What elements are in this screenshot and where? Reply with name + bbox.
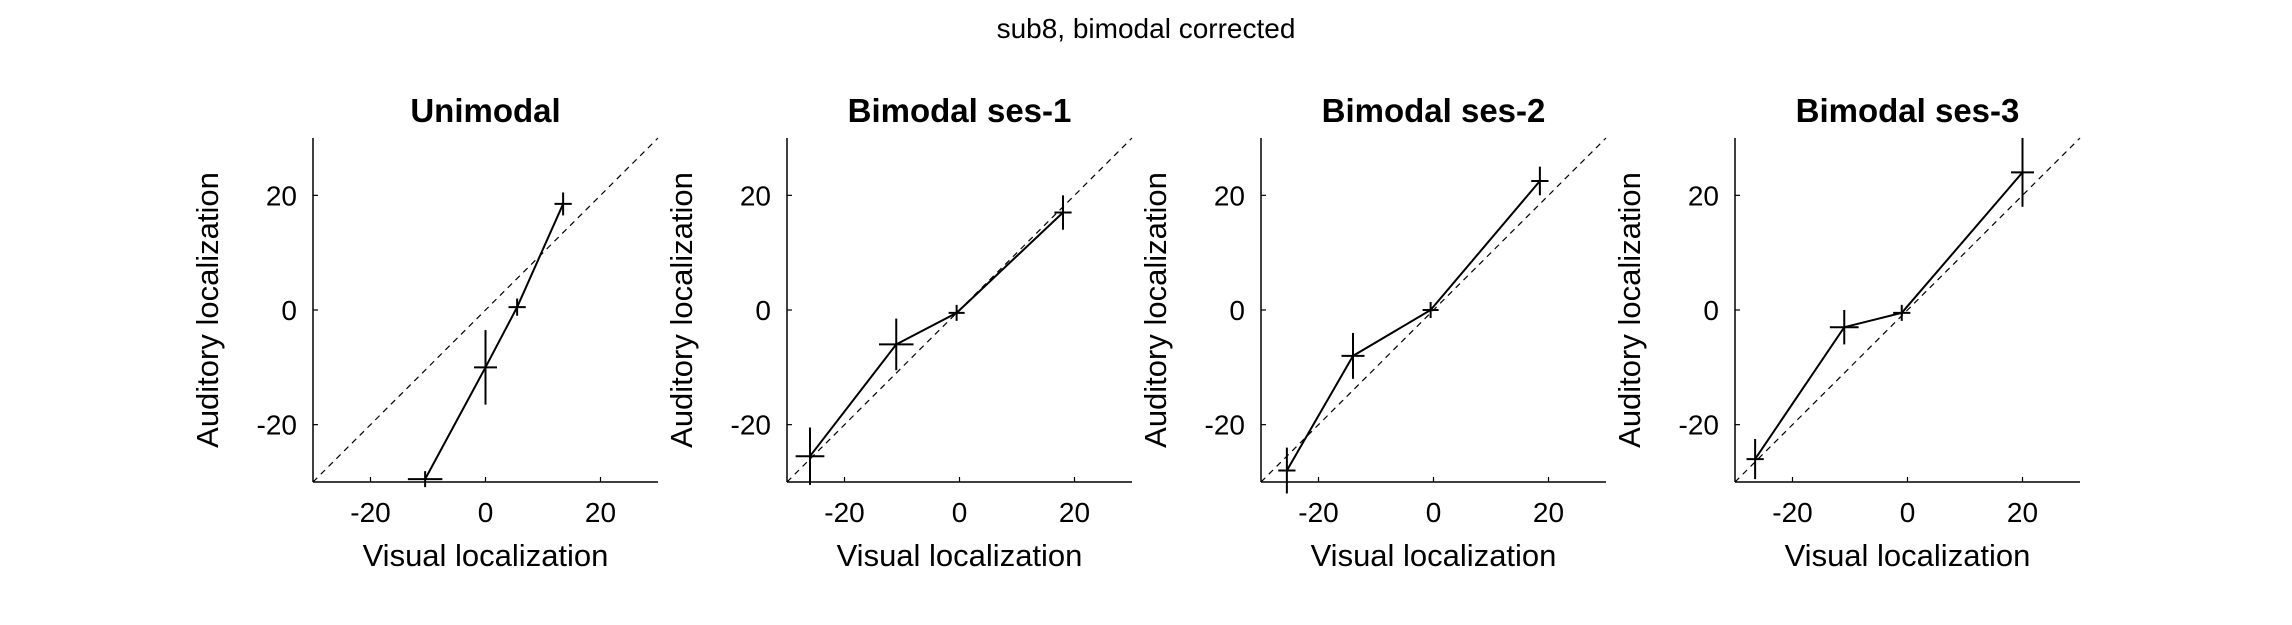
data-point <box>1531 166 1549 196</box>
y-axis-label: Auditory localization <box>190 172 225 448</box>
x-axis-label: Visual localization <box>1785 538 2031 573</box>
x-axis-label: Visual localization <box>837 538 1083 573</box>
x-tick-label: 20 <box>1059 497 1090 528</box>
panel-4: Bimodal ses-3 -20 0 20 -20 0 20 Visual localiza… <box>1612 92 2081 573</box>
panel-title: Bimodal ses-3 <box>1796 92 2020 129</box>
panel-title: Unimodal <box>410 92 560 129</box>
x-tick-label: 20 <box>1533 497 1564 528</box>
data-point <box>1341 332 1365 379</box>
panel-title: Bimodal ses-1 <box>848 92 1072 129</box>
x-tick-label: 0 <box>1426 497 1442 528</box>
y-axis-label: Auditory localization <box>1612 172 1647 448</box>
x-tick-label: 0 <box>478 497 494 528</box>
panel-title: Bimodal ses-2 <box>1322 92 1546 129</box>
data-point <box>2011 138 2034 207</box>
y-tick-label: 20 <box>1214 180 1245 211</box>
y-tick-label: -20 <box>1679 410 1719 441</box>
data-point <box>1054 195 1072 230</box>
y-tick-label: -20 <box>731 410 771 441</box>
x-tick-label: -20 <box>824 497 864 528</box>
data-point <box>1829 310 1859 345</box>
y-axis-label: Auditory localization <box>1138 172 1173 448</box>
panel-2: Bimodal ses-1 -20 0 20 -20 0 20 Visual localiza… <box>664 92 1133 573</box>
data-point <box>1893 304 1911 321</box>
x-tick-label: -20 <box>350 497 390 528</box>
x-tick-label: 20 <box>585 497 616 528</box>
y-tick-label: 20 <box>740 180 771 211</box>
identity-line <box>312 137 659 483</box>
x-tick-label: -20 <box>1298 497 1338 528</box>
x-tick-label: -20 <box>1772 497 1812 528</box>
y-axis-label: Auditory localization <box>664 172 699 448</box>
panel-3: Bimodal ses-2 -20 0 20 -20 0 20 Visual localiza… <box>1138 92 1607 573</box>
x-axis-label: Visual localization <box>363 538 609 573</box>
figure-title: sub8, bimodal corrected <box>997 13 1296 44</box>
data-point <box>474 330 497 405</box>
panels: Unimodal -20 0 20 -20 0 20 Visual localization A… <box>190 92 2081 573</box>
series-line <box>1754 171 2024 460</box>
y-tick-label: 20 <box>266 180 297 211</box>
series-line <box>424 203 565 480</box>
x-axis-label: Visual localization <box>1311 538 1557 573</box>
y-tick-label: -20 <box>1205 410 1245 441</box>
y-tick-label: -20 <box>257 410 297 441</box>
y-tick-label: 0 <box>755 295 771 326</box>
data-point <box>407 471 443 488</box>
y-tick-label: 20 <box>1688 180 1719 211</box>
y-tick-label: 0 <box>1703 295 1719 326</box>
panel-1: Unimodal -20 0 20 -20 0 20 Visual localization A… <box>190 92 659 573</box>
x-tick-label: 0 <box>952 497 968 528</box>
data-point <box>1422 302 1439 318</box>
x-tick-label: 20 <box>2007 497 2038 528</box>
data-point <box>879 318 914 371</box>
series-line <box>809 211 1064 457</box>
y-tick-label: 0 <box>1229 295 1245 326</box>
data-point <box>795 427 825 485</box>
x-tick-label: 0 <box>1900 497 1916 528</box>
series-line <box>1286 180 1541 472</box>
data-point <box>1278 447 1296 494</box>
identity-line <box>1734 137 2081 483</box>
data-point <box>508 298 526 316</box>
y-tick-label: 0 <box>281 295 297 326</box>
data-point <box>948 304 965 321</box>
data-point <box>1746 439 1764 480</box>
data-point <box>554 192 572 216</box>
